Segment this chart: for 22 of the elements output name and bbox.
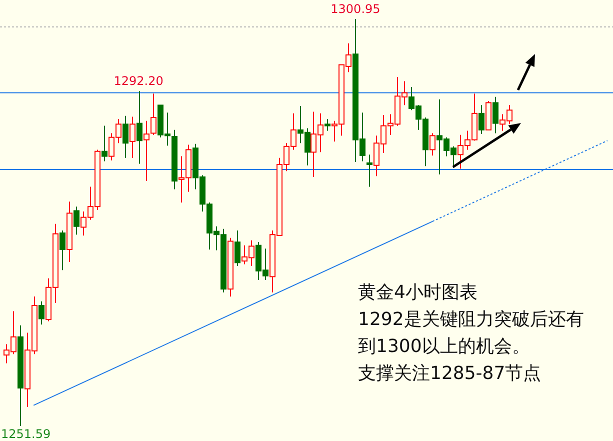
candlestick — [136, 90, 142, 164]
candlestick — [478, 104, 484, 135]
candlestick — [430, 132, 436, 156]
annotation: 1292是关键阻力突破后还有 — [358, 309, 584, 330]
candlestick — [492, 96, 498, 134]
annotation: 黄金4小时图表 — [358, 282, 478, 303]
candlestick — [234, 230, 240, 266]
annotation: 1292.20 — [114, 74, 164, 88]
candlestick — [102, 125, 108, 162]
candlestick — [60, 230, 66, 271]
text: 1251.59 — [1, 427, 51, 441]
annotation: 支撑关注1285-87节点 — [358, 363, 542, 384]
candlestick — [38, 300, 44, 325]
candlestick — [366, 154, 372, 188]
annotation: 到1300以上的机会。 — [358, 336, 530, 357]
candlestick — [324, 118, 330, 132]
annotation: 1300.95 — [330, 2, 380, 16]
candlestick — [122, 115, 128, 158]
candlestick — [74, 206, 80, 236]
candlestick — [130, 116, 136, 158]
candlestick — [144, 120, 150, 182]
candlestick — [150, 93, 156, 136]
